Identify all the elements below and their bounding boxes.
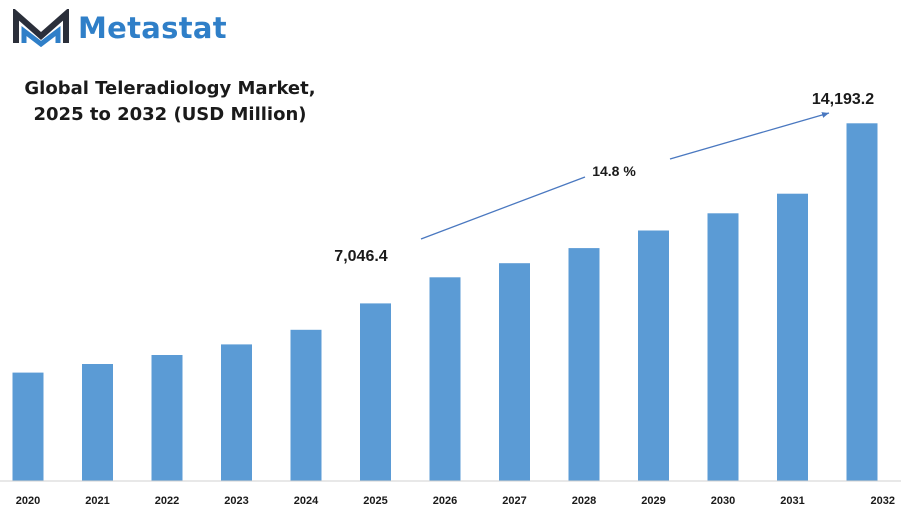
x-tick-label-2027: 2027: [502, 495, 526, 507]
bars-group: [12, 123, 878, 482]
bar-2026: [429, 277, 461, 481]
cagr-arrow-line-2: [669, 112, 830, 160]
chart-title-line-1: Global Teleradiology Market,: [24, 78, 316, 99]
bar-2028: [568, 248, 600, 481]
bar-2030: [707, 213, 739, 482]
x-tick-labels: 2020 2021 2022 2023 2024 2025 2026 2027 2028 2029…: [16, 495, 895, 507]
brand-logo: Metastat: [12, 8, 227, 48]
data-label-2032: 14,193.2: [812, 91, 874, 108]
x-tick-label-2022: 2022: [155, 495, 179, 507]
x-tick-label-2020: 2020: [16, 495, 40, 507]
brand-name: Metastat: [78, 11, 227, 45]
metastat-m-logo-icon: [13, 9, 69, 47]
bar-2032: [846, 123, 878, 482]
x-tick-label-2031: 2031: [780, 495, 804, 507]
bar-2029: [638, 230, 669, 481]
bar-2025: [360, 303, 391, 481]
chart-title-line-2: 2025 to 2032 (USD Million): [33, 104, 307, 125]
bar-2020: [12, 372, 44, 481]
x-tick-label-2030: 2030: [711, 495, 735, 507]
bar-2021: [82, 364, 113, 481]
cagr-arrow-line-1: [420, 176, 586, 240]
x-tick-label-2023: 2023: [224, 495, 248, 507]
x-tick-label-2025: 2025: [363, 495, 387, 507]
bar-2024: [290, 329, 322, 481]
x-tick-label-2021: 2021: [85, 495, 109, 507]
x-tick-label-2032: 2032: [871, 495, 895, 507]
bar-2027: [499, 263, 530, 481]
x-tick-label-2028: 2028: [572, 495, 596, 507]
x-tick-label-2026: 2026: [433, 495, 457, 507]
bar-2023: [221, 344, 252, 481]
data-label-2025: 7,046.4: [334, 248, 387, 265]
bar-2031: [777, 193, 808, 481]
chart-title: Global Teleradiology Market, 2025 to 203…: [20, 76, 320, 128]
x-tick-label-2024: 2024: [294, 495, 319, 507]
x-tick-label-2029: 2029: [641, 495, 665, 507]
cagr-label: 14.8 %: [592, 163, 636, 179]
bar-2022: [151, 355, 183, 481]
